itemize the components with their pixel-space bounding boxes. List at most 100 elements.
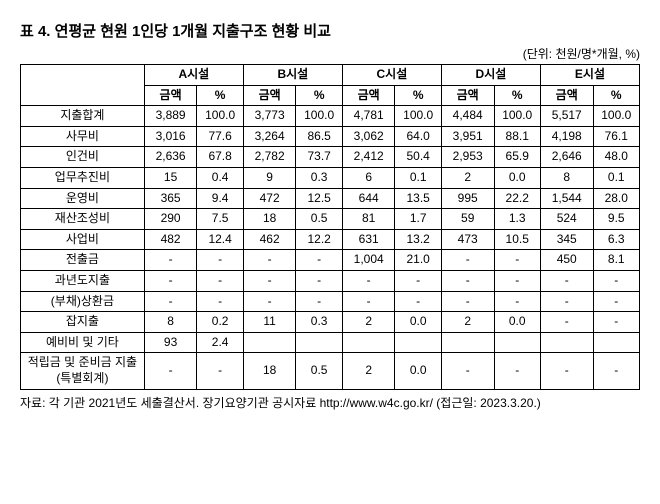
cell-amount: 81 [342, 209, 395, 230]
cell-pct: 0.4 [197, 167, 243, 188]
cell-pct: 10.5 [494, 229, 540, 250]
cell-amount: 472 [243, 188, 296, 209]
cell-amount: 1,004 [342, 250, 395, 271]
cell-pct: - [395, 291, 441, 312]
cell-amount: 995 [441, 188, 494, 209]
cell-amount: - [540, 291, 593, 312]
footnote: 자료: 각 기관 2021년도 세출결산서. 장기요양기관 공시자료 http:… [20, 394, 640, 412]
cell-amount: 4,484 [441, 106, 494, 127]
cell-pct: 0.3 [296, 167, 342, 188]
table-row: 업무추진비150.490.360.120.080.1 [21, 167, 640, 188]
cell-pct: 12.4 [197, 229, 243, 250]
cell-amount: 6 [342, 167, 395, 188]
cell-amount: - [144, 291, 197, 312]
cell-amount: 524 [540, 209, 593, 230]
cell-pct: - [494, 353, 540, 389]
cell-amount: 2 [441, 312, 494, 333]
cell-amount: - [540, 353, 593, 389]
table-row: 사무비3,01677.63,26486.53,06264.03,95188.14… [21, 126, 640, 147]
cell-pct: 73.7 [296, 147, 342, 168]
row-label: 잡지출 [21, 312, 145, 333]
header-blank [21, 65, 145, 106]
header-pct: % [494, 85, 540, 106]
header-facility-b: B시설 [243, 65, 342, 86]
row-label: (부채)상환금 [21, 291, 145, 312]
cell-pct: 0.1 [593, 167, 639, 188]
cell-pct: 48.0 [593, 147, 639, 168]
cell-pct: 8.1 [593, 250, 639, 271]
cell-pct [494, 332, 540, 353]
cell-amount: - [342, 270, 395, 291]
cell-pct: 50.4 [395, 147, 441, 168]
cell-pct: - [197, 270, 243, 291]
cell-pct: - [494, 250, 540, 271]
cell-amount: - [243, 250, 296, 271]
cell-pct: - [593, 353, 639, 389]
cell-amount: 462 [243, 229, 296, 250]
cell-pct: 77.6 [197, 126, 243, 147]
cell-amount: 11 [243, 312, 296, 333]
table-row: (부채)상환금---------- [21, 291, 640, 312]
cell-amount: - [441, 270, 494, 291]
cell-pct: 100.0 [197, 106, 243, 127]
cell-amount: 9 [243, 167, 296, 188]
cell-pct: - [197, 250, 243, 271]
row-label: 인건비 [21, 147, 145, 168]
cell-pct: - [296, 250, 342, 271]
header-facility-e: E시설 [540, 65, 639, 86]
cell-amount: 473 [441, 229, 494, 250]
cell-pct: 64.0 [395, 126, 441, 147]
cell-amount: 2,412 [342, 147, 395, 168]
row-label: 사업비 [21, 229, 145, 250]
cell-pct: 76.1 [593, 126, 639, 147]
cell-amount: 2,646 [540, 147, 593, 168]
cell-amount [342, 332, 395, 353]
cell-pct: 0.1 [395, 167, 441, 188]
row-label: 재산조성비 [21, 209, 145, 230]
cell-amount: 631 [342, 229, 395, 250]
cell-amount: 4,781 [342, 106, 395, 127]
header-amount: 금액 [342, 85, 395, 106]
cell-pct: - [593, 291, 639, 312]
cell-pct: 2.4 [197, 332, 243, 353]
cell-amount: 3,016 [144, 126, 197, 147]
cell-pct: 21.0 [395, 250, 441, 271]
cell-amount: 365 [144, 188, 197, 209]
cell-amount: 2,782 [243, 147, 296, 168]
cell-pct: 9.4 [197, 188, 243, 209]
cell-amount: 2 [441, 167, 494, 188]
header-amount: 금액 [243, 85, 296, 106]
row-label: 예비비 및 기타 [21, 332, 145, 353]
cell-amount [243, 332, 296, 353]
table-row: 적립금 및 준비금 지출 (특별회계)--180.520.0---- [21, 353, 640, 389]
cell-amount: 644 [342, 188, 395, 209]
cell-pct: 0.2 [197, 312, 243, 333]
table-row: 지출합계3,889100.03,773100.04,781100.04,4841… [21, 106, 640, 127]
row-label: 전출금 [21, 250, 145, 271]
cell-pct: 0.0 [494, 167, 540, 188]
table-row: 인건비2,63667.82,78273.72,41250.42,95365.92… [21, 147, 640, 168]
row-label: 과년도지출 [21, 270, 145, 291]
header-amount: 금액 [441, 85, 494, 106]
cell-pct: 86.5 [296, 126, 342, 147]
table-body: 지출합계3,889100.03,773100.04,781100.04,4841… [21, 106, 640, 389]
cell-amount: - [441, 291, 494, 312]
row-label: 업무추진비 [21, 167, 145, 188]
cell-amount: - [243, 291, 296, 312]
cell-amount: 345 [540, 229, 593, 250]
cell-amount [540, 332, 593, 353]
cell-pct: 0.3 [296, 312, 342, 333]
cell-pct: - [494, 291, 540, 312]
header-amount: 금액 [540, 85, 593, 106]
cell-pct: 0.0 [395, 312, 441, 333]
cell-amount: 2 [342, 353, 395, 389]
cell-amount: - [540, 270, 593, 291]
table-row: 잡지출80.2110.320.020.0-- [21, 312, 640, 333]
cell-pct: 0.0 [494, 312, 540, 333]
cell-amount: 2,636 [144, 147, 197, 168]
cell-pct: 28.0 [593, 188, 639, 209]
cell-amount: 18 [243, 353, 296, 389]
cell-pct: - [593, 312, 639, 333]
cell-pct: 7.5 [197, 209, 243, 230]
cell-amount: 59 [441, 209, 494, 230]
